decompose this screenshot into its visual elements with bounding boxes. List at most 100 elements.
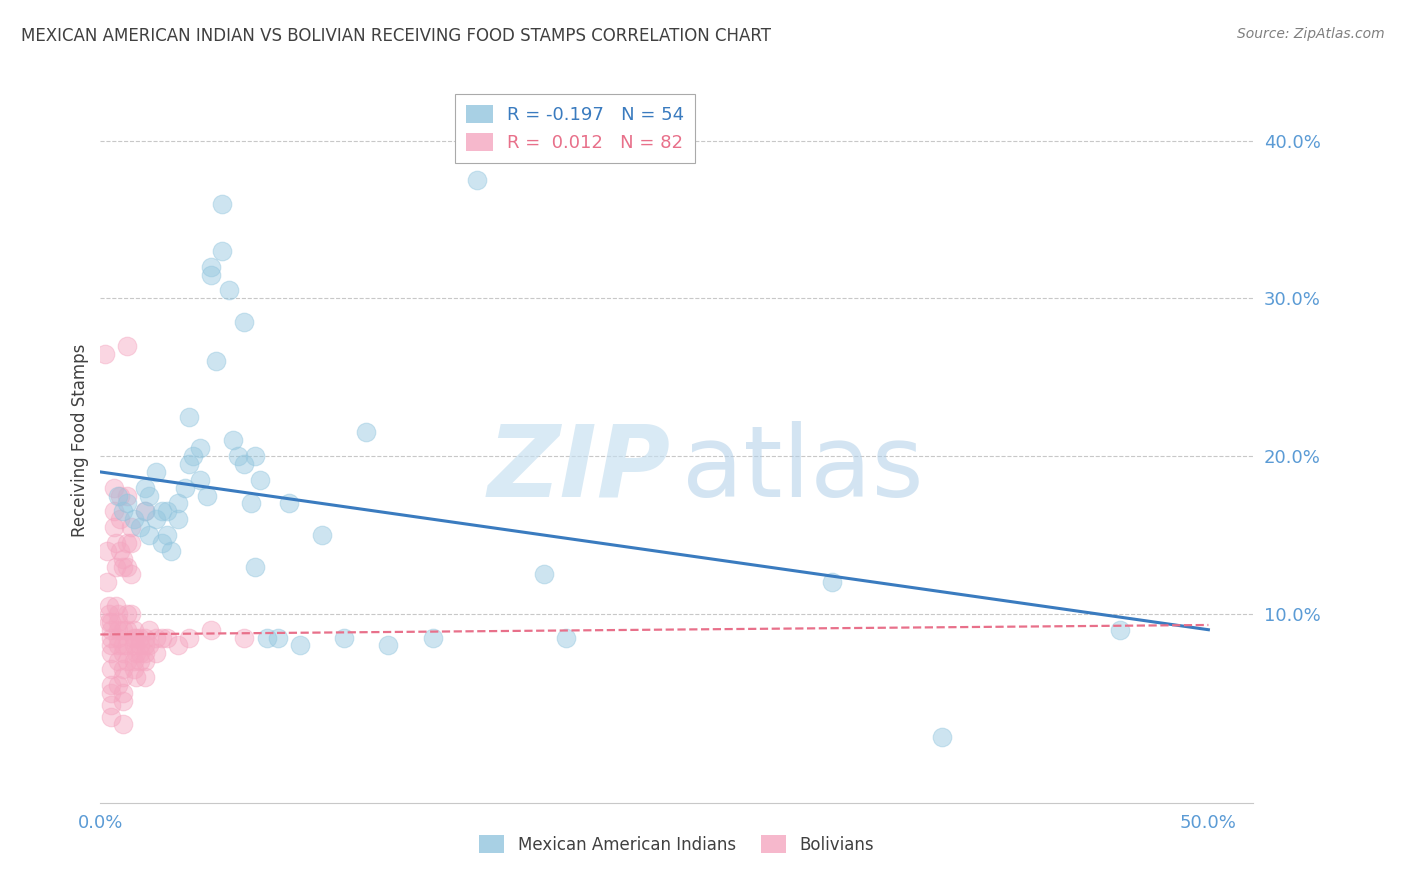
- Point: [134, 646, 156, 660]
- Point: [122, 639, 145, 653]
- Point: [249, 473, 271, 487]
- Point: [107, 623, 129, 637]
- Point: [111, 639, 134, 653]
- Point: [115, 339, 138, 353]
- Point: [134, 670, 156, 684]
- Point: [218, 284, 240, 298]
- Point: [111, 662, 134, 676]
- Point: [134, 504, 156, 518]
- Point: [104, 536, 127, 550]
- Point: [138, 623, 160, 637]
- Point: [288, 639, 311, 653]
- Point: [122, 512, 145, 526]
- Y-axis label: Receiving Food Stamps: Receiving Food Stamps: [72, 343, 89, 537]
- Text: Source: ZipAtlas.com: Source: ZipAtlas.com: [1237, 27, 1385, 41]
- Point: [103, 481, 125, 495]
- Point: [256, 631, 278, 645]
- Point: [107, 489, 129, 503]
- Point: [98, 615, 121, 629]
- Point: [138, 528, 160, 542]
- Point: [111, 559, 134, 574]
- Point: [100, 615, 122, 629]
- Point: [167, 639, 190, 653]
- Point: [177, 631, 200, 645]
- Point: [107, 639, 129, 653]
- Point: [377, 639, 399, 653]
- Point: [211, 244, 233, 258]
- Point: [821, 575, 844, 590]
- Point: [266, 631, 288, 645]
- Point: [138, 489, 160, 503]
- Point: [120, 520, 142, 534]
- Point: [122, 662, 145, 676]
- Point: [115, 489, 138, 503]
- Point: [120, 567, 142, 582]
- Point: [111, 670, 134, 684]
- Point: [245, 559, 267, 574]
- Point: [98, 599, 121, 613]
- Text: ZIP: ZIP: [488, 421, 671, 518]
- Point: [100, 662, 122, 676]
- Point: [110, 489, 132, 503]
- Point: [100, 678, 122, 692]
- Point: [204, 354, 226, 368]
- Point: [100, 698, 122, 713]
- Point: [110, 512, 132, 526]
- Point: [533, 567, 555, 582]
- Point: [226, 449, 249, 463]
- Point: [129, 520, 152, 534]
- Point: [125, 670, 148, 684]
- Point: [195, 489, 218, 503]
- Point: [167, 512, 190, 526]
- Point: [115, 559, 138, 574]
- Point: [100, 709, 122, 723]
- Point: [115, 654, 138, 668]
- Point: [200, 268, 222, 282]
- Point: [107, 654, 129, 668]
- Point: [104, 599, 127, 613]
- Point: [156, 504, 179, 518]
- Point: [1108, 623, 1130, 637]
- Point: [107, 678, 129, 692]
- Point: [125, 631, 148, 645]
- Point: [100, 646, 122, 660]
- Point: [240, 496, 263, 510]
- Point: [100, 623, 122, 637]
- Point: [222, 434, 245, 448]
- Point: [311, 528, 333, 542]
- Point: [167, 496, 190, 510]
- Point: [145, 646, 167, 660]
- Point: [111, 686, 134, 700]
- Point: [152, 504, 174, 518]
- Point: [98, 607, 121, 621]
- Point: [134, 639, 156, 653]
- Legend: R = -0.197   N = 54, R =  0.012   N = 82: R = -0.197 N = 54, R = 0.012 N = 82: [456, 94, 696, 163]
- Point: [122, 654, 145, 668]
- Point: [96, 575, 118, 590]
- Text: MEXICAN AMERICAN INDIAN VS BOLIVIAN RECEIVING FOOD STAMPS CORRELATION CHART: MEXICAN AMERICAN INDIAN VS BOLIVIAN RECE…: [21, 27, 770, 45]
- Point: [104, 559, 127, 574]
- Point: [115, 623, 138, 637]
- Point: [129, 639, 152, 653]
- Point: [156, 631, 179, 645]
- Point: [245, 449, 267, 463]
- Point: [115, 639, 138, 653]
- Point: [188, 442, 211, 456]
- Point: [103, 520, 125, 534]
- Point: [554, 631, 576, 645]
- Point: [120, 536, 142, 550]
- Point: [115, 496, 138, 510]
- Point: [134, 504, 156, 518]
- Point: [122, 631, 145, 645]
- Point: [200, 260, 222, 274]
- Point: [111, 717, 134, 731]
- Point: [100, 631, 122, 645]
- Point: [145, 465, 167, 479]
- Point: [107, 607, 129, 621]
- Point: [233, 457, 256, 471]
- Point: [211, 196, 233, 211]
- Point: [200, 623, 222, 637]
- Point: [111, 623, 134, 637]
- Point: [156, 528, 179, 542]
- Point: [134, 631, 156, 645]
